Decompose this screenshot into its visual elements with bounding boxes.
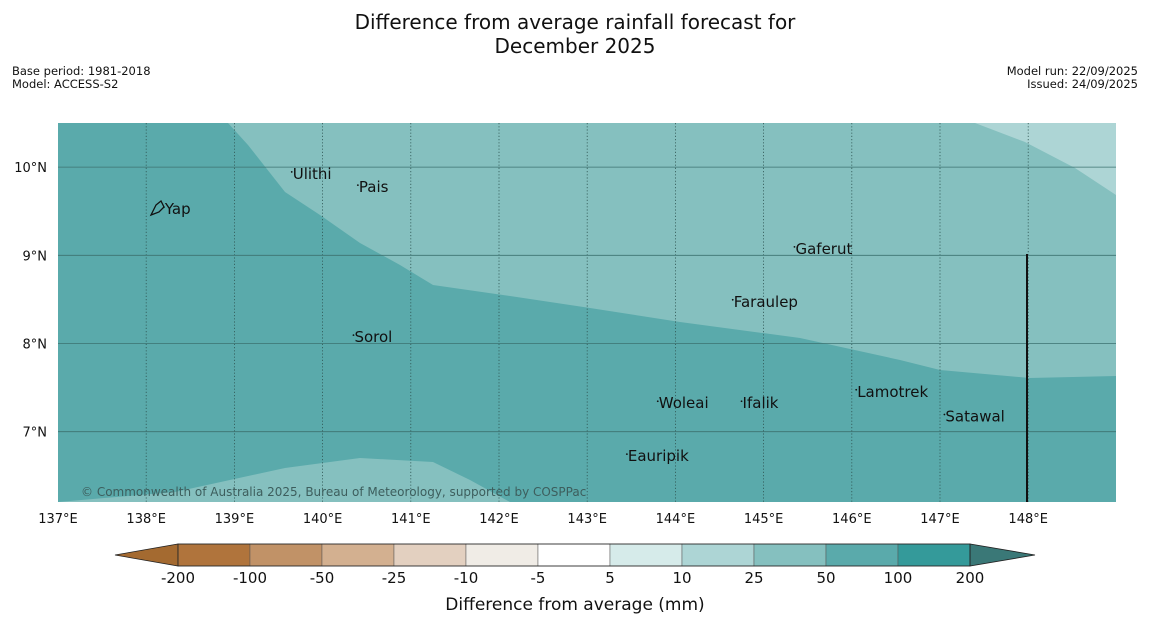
island-yap-outline	[149, 199, 165, 217]
place-label: Yap	[164, 200, 191, 218]
place-marker	[740, 400, 743, 403]
colorbar-tick-label: -100	[233, 569, 267, 587]
place-satawal: Satawal	[943, 407, 1005, 425]
colorbar-extend-low	[114, 543, 179, 567]
colorbar-segment	[897, 543, 971, 567]
lat-tick-label: 10°N	[14, 161, 47, 176]
model-text: Model: ACCESS-S2	[12, 77, 119, 91]
lon-tick-label: 147°E	[920, 512, 960, 527]
colorbar-tick-label: 200	[956, 569, 985, 587]
issued-text: Issued: 24/09/2025	[1027, 77, 1138, 91]
colorbar-segment	[393, 543, 467, 567]
place-label: Eauripik	[628, 447, 689, 465]
colorbar-tick-label: -10	[454, 569, 479, 587]
place-label: Woleai	[659, 394, 709, 412]
colorbar-tick-label: 50	[816, 569, 835, 587]
place-yap: Yap	[162, 200, 191, 218]
place-label: Ifalik	[743, 394, 779, 412]
place-pais: Pais	[356, 178, 389, 196]
place-marker	[356, 184, 359, 187]
colorbar-tick-label: -25	[382, 569, 407, 587]
place-woleai: Woleai	[656, 394, 709, 412]
colorbar-tick-label: -5	[531, 569, 546, 587]
place-label: Faraulep	[734, 293, 798, 311]
colorbar-segment	[825, 543, 899, 567]
place-marker	[793, 245, 796, 248]
place-marker	[352, 334, 355, 336]
place-ulithi: Ulithi	[290, 165, 332, 183]
lon-tick-label: 143°E	[567, 512, 607, 527]
colorbar-segment	[753, 543, 827, 567]
colorbar-tick-label: 5	[605, 569, 615, 587]
graticule	[58, 123, 1116, 502]
colorbar-segment	[537, 543, 611, 567]
colorbar-label: Difference from average (mm)	[445, 595, 704, 615]
place-lamotrek: Lamotrek	[855, 383, 928, 401]
region-band-10-25-northeast	[975, 123, 1116, 195]
lon-tick-label: 142°E	[479, 512, 519, 527]
lat-tick-label: 9°N	[23, 249, 48, 264]
colorbar-tick-label: 100	[884, 569, 913, 587]
colorbar-segment	[249, 543, 323, 567]
lon-tick-label: 139°E	[215, 512, 255, 527]
place-labels: Yap Ulithi Pais Sorol Gaferut Faraulep Woleai I…	[162, 165, 1005, 465]
place-eauripik: Eauripik	[625, 447, 689, 465]
place-marker	[731, 298, 734, 301]
place-label: Pais	[359, 178, 389, 196]
place-marker	[656, 400, 659, 403]
colorbar-segment	[609, 543, 683, 567]
title-line-2: December 2025	[494, 34, 656, 58]
place-marker	[625, 453, 628, 456]
axis-ticks: 137°E 138°E 139°E 140°E 141°E 142°E 143°E 144°E…	[14, 161, 1048, 527]
region-band-25-50-north	[228, 123, 1116, 378]
lon-tick-label: 146°E	[832, 512, 872, 527]
colorbar: -200 -100 -50 -25 -10 -5 5 10 25 50 100 200	[114, 543, 1036, 587]
place-sorol: Sorol	[352, 328, 392, 346]
lon-tick-label: 148°E	[1008, 512, 1048, 527]
lon-tick-label: 137°E	[38, 512, 78, 527]
colorbar-tick-label: -200	[161, 569, 195, 587]
colorbar-segment	[321, 543, 395, 567]
title-line-1: Difference from average rainfall forecas…	[354, 10, 796, 34]
place-label: Satawal	[945, 407, 1004, 425]
colorbar-tick-label: 25	[744, 569, 763, 587]
lon-tick-label: 145°E	[744, 512, 784, 527]
place-label: Gaferut	[795, 240, 852, 258]
meta-right: Model run: 22/09/2025 Issued: 24/09/2025	[1007, 65, 1138, 91]
model-run-text: Model run: 22/09/2025	[1006, 64, 1138, 78]
place-marker	[290, 171, 293, 173]
colorbar-extend-high	[969, 543, 1036, 567]
region-band-25-50-south	[58, 458, 510, 502]
colorbar-tick-label: -50	[310, 569, 335, 587]
place-gaferut: Gaferut	[793, 240, 852, 258]
colorbar-tick-label: 10	[672, 569, 691, 587]
lat-tick-label: 7°N	[23, 426, 48, 441]
colorbar-segment	[177, 543, 251, 567]
lon-tick-label: 141°E	[391, 512, 431, 527]
place-label: Ulithi	[293, 165, 332, 183]
lon-tick-label: 138°E	[126, 512, 166, 527]
copyright-text: © Commonwealth of Australia 2025, Bureau…	[81, 485, 586, 499]
place-marker	[855, 388, 858, 391]
colorbar-frame	[177, 543, 971, 567]
place-faraulep: Faraulep	[731, 293, 798, 311]
place-label: Sorol	[354, 328, 392, 346]
lon-tick-label: 140°E	[303, 512, 343, 527]
meta-left: Base period: 1981-2018 Model: ACCESS-S2	[12, 65, 151, 91]
base-period-text: Base period: 1981-2018	[12, 64, 151, 78]
place-ifalik: Ifalik	[740, 394, 779, 412]
lon-tick-label: 144°E	[656, 512, 696, 527]
colorbar-segment	[465, 543, 539, 567]
place-label: Lamotrek	[857, 383, 928, 401]
lat-tick-label: 8°N	[23, 338, 48, 353]
place-marker	[943, 413, 946, 416]
chart-title: Difference from average rainfall forecas…	[0, 10, 1150, 58]
colorbar-segment	[681, 543, 755, 567]
